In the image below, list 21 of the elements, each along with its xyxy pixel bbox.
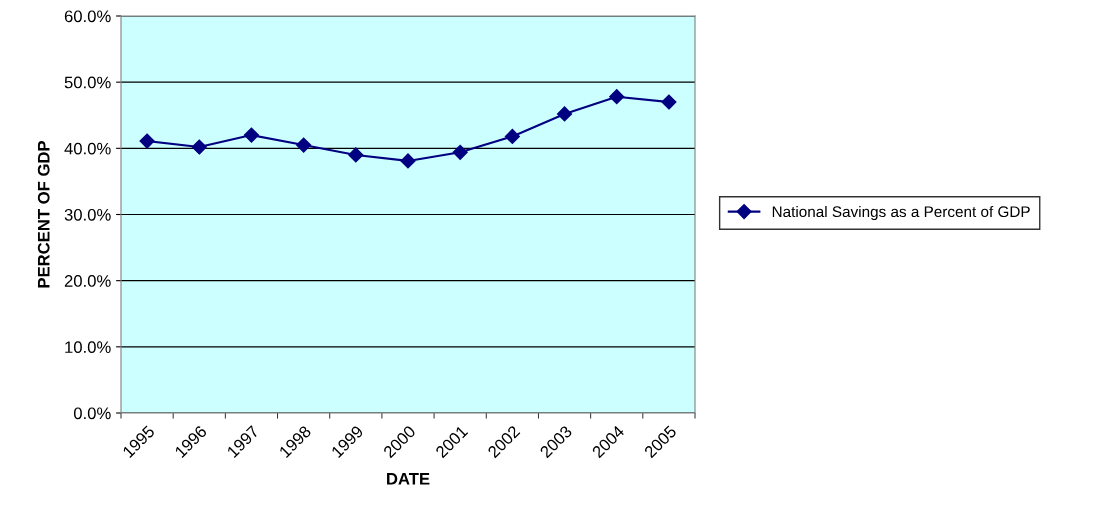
point [243, 127, 260, 143]
point [609, 89, 625, 105]
point [348, 147, 364, 163]
point [296, 137, 312, 153]
point [400, 153, 416, 169]
y-tick-label: 50.0% [64, 76, 111, 89]
y-tick-label: 10.0% [65, 341, 111, 354]
y-tick-label: 60.0% [64, 10, 111, 23]
y-tick-label: 30.0% [64, 208, 111, 221]
point [504, 128, 520, 144]
point [556, 106, 573, 122]
legend-label: National Savings as a Percent of GDP [772, 205, 1030, 221]
point [452, 144, 468, 160]
point [139, 133, 155, 149]
y-tick-label: 40.0% [64, 142, 111, 155]
point [661, 94, 677, 110]
x-axis-title: DATE [387, 473, 430, 485]
y-tick-label: 0.0% [73, 407, 111, 420]
point [191, 139, 207, 155]
y-axis-title: PERCENT OF GDP [37, 140, 50, 288]
y-tick-label: 20.0% [64, 275, 111, 287]
